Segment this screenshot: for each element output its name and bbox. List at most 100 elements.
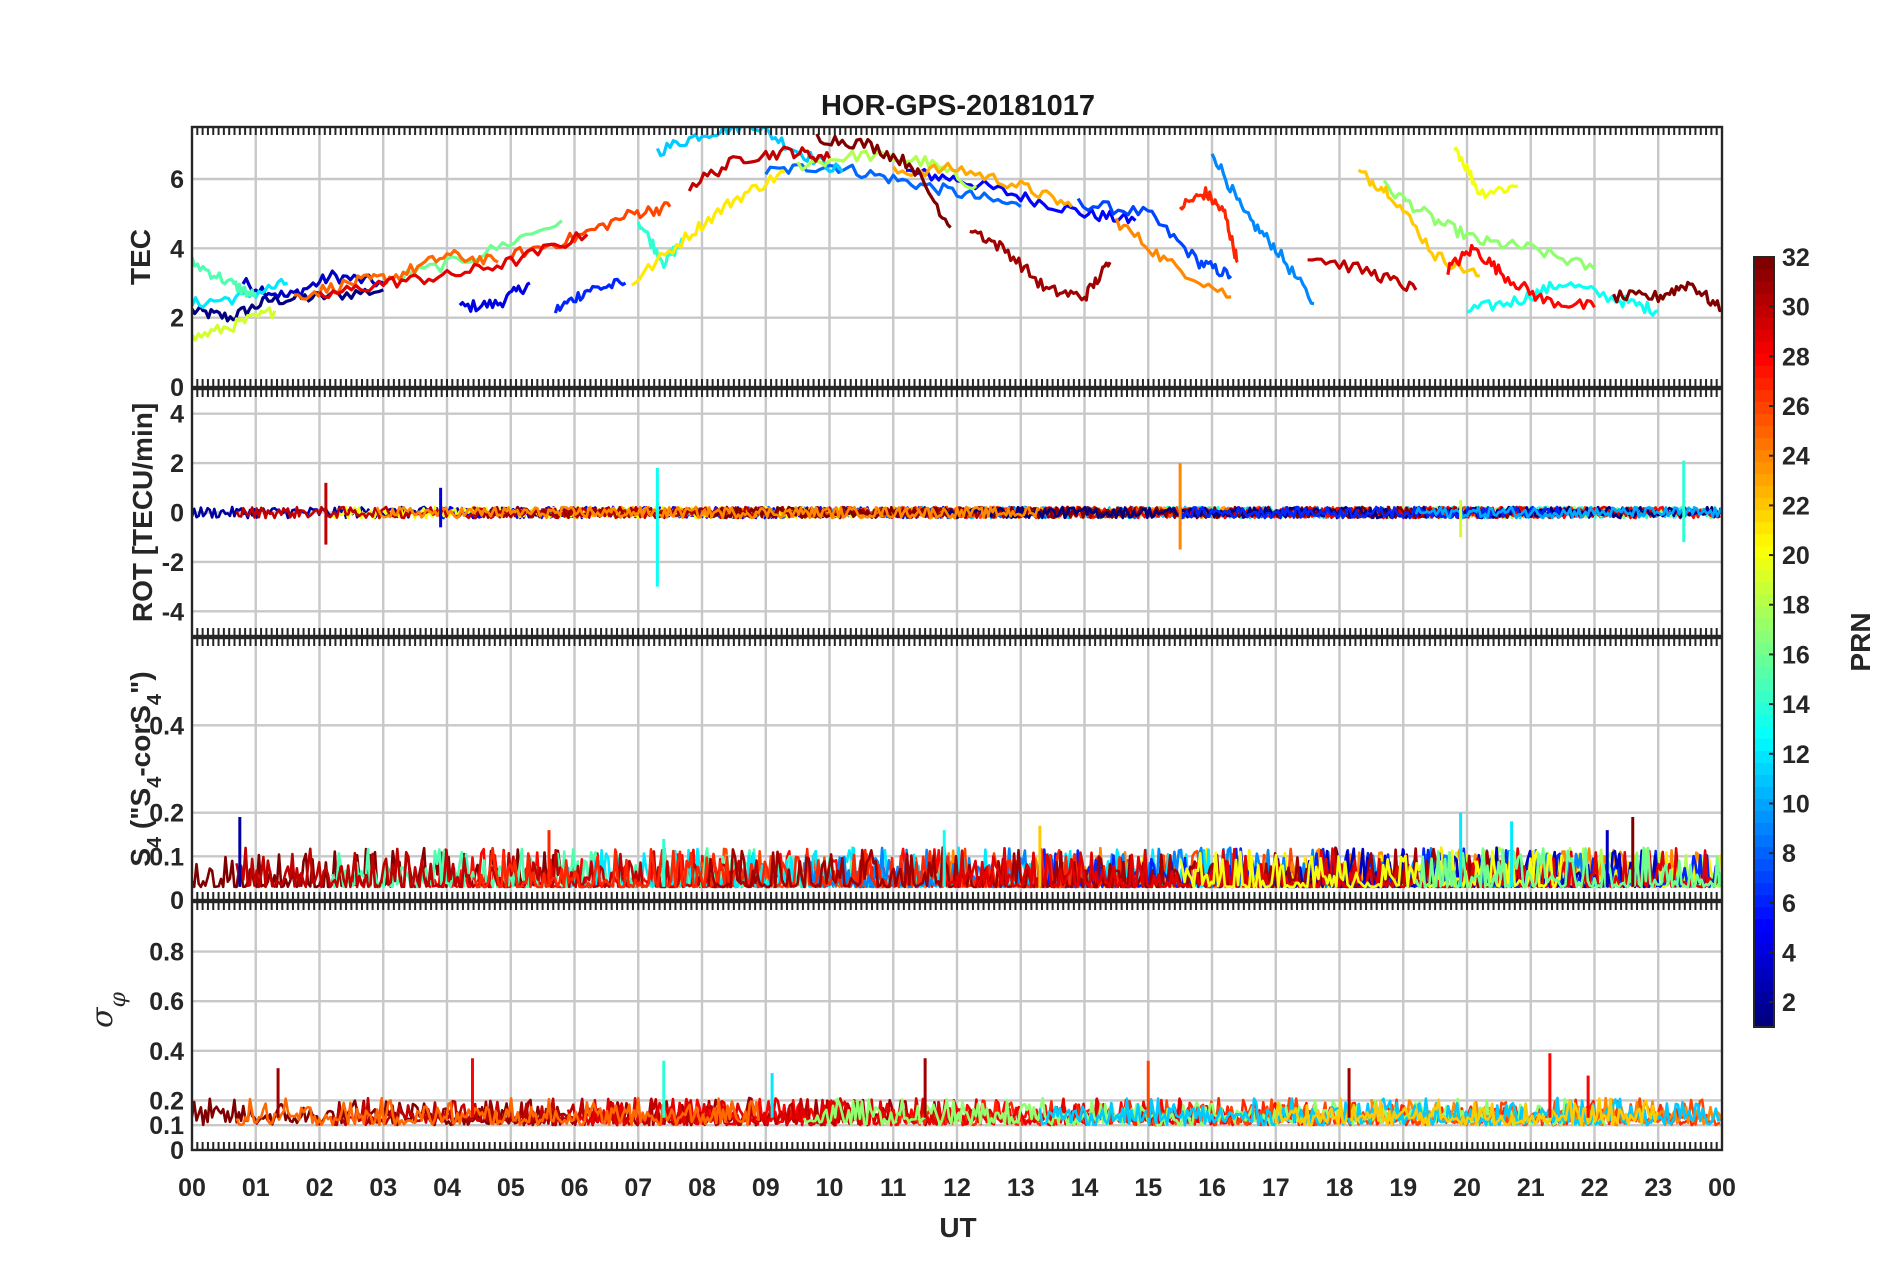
colorbar-segment — [1754, 918, 1774, 932]
colorbar-tick-label: 32 — [1782, 244, 1810, 272]
tec-series-prn-17 — [1382, 179, 1596, 271]
colorbar-tick-label: 10 — [1782, 790, 1810, 818]
x-tick-label: 21 — [1517, 1174, 1545, 1202]
y-tick-label: 0.2 — [149, 1087, 184, 1115]
colorbar-segment — [1754, 846, 1774, 860]
x-tick-label: 05 — [497, 1174, 525, 1202]
colorbar-segment — [1754, 605, 1774, 619]
x-tick-label: 02 — [306, 1174, 334, 1202]
colorbar-segment — [1754, 377, 1774, 390]
sigma-phi-y-axis-label: σφ — [85, 991, 131, 1027]
colorbar-segment — [1754, 954, 1774, 968]
colorbar-segment — [1754, 978, 1774, 992]
colorbar-segment — [1754, 461, 1774, 475]
colorbar-segment — [1754, 906, 1774, 920]
tec-series-prn-30 — [687, 145, 831, 192]
colorbar-segment — [1754, 714, 1774, 727]
y-tick-label: 0.1 — [149, 1112, 184, 1140]
colorbar-segment — [1754, 882, 1774, 896]
tec-series-prn-25 — [293, 249, 499, 301]
tec-panel: 0 2 4 6 TEC — [125, 125, 1724, 402]
tec-series-prn-8 — [764, 163, 1022, 208]
colorbar-segment — [1754, 581, 1774, 595]
y-tick-label: 0.6 — [149, 988, 184, 1016]
colorbar-segment — [1754, 942, 1774, 956]
tec-series-prn-6 — [553, 277, 627, 314]
x-axis-tick-labels: 00 01 02 03 04 05 06 07 08 09 10 11 12 13 14 15 16 17 18 19… — [178, 1174, 1736, 1202]
y-tick-label: 0.4 — [149, 1038, 184, 1066]
colorbar-segment — [1754, 1002, 1774, 1016]
rot-series-prn-10 — [1414, 505, 1722, 520]
y-tick-label: 0.2 — [149, 800, 184, 828]
colorbar-segment — [1754, 750, 1774, 763]
x-tick-label: 07 — [624, 1174, 652, 1202]
x-tick-label: 19 — [1389, 1174, 1417, 1202]
x-tick-label: 23 — [1644, 1174, 1672, 1202]
colorbar-segment — [1754, 617, 1774, 631]
s4-series-prn-29 — [943, 846, 1722, 889]
x-tick-label: 00 — [1708, 1174, 1736, 1202]
x-tick-label: 20 — [1453, 1174, 1481, 1202]
colorbar-tick-label: 28 — [1782, 343, 1810, 371]
colorbar-tick-label: 22 — [1782, 492, 1810, 520]
x-tick-label: 08 — [688, 1174, 716, 1202]
colorbar-tick-label: 12 — [1782, 741, 1810, 769]
s4-panel: 0 0.1 0.2 0.4S4 ("S4-corS4") — [125, 636, 1724, 915]
colorbar-segment — [1754, 509, 1774, 523]
tec-series-prn-7 — [1076, 197, 1233, 280]
colorbar-segment — [1754, 293, 1774, 306]
colorbar-segment — [1754, 834, 1774, 848]
colorbar-segment — [1754, 738, 1774, 751]
colorbar-segment — [1754, 894, 1774, 908]
colorbar-segment — [1754, 966, 1774, 980]
tec-series-prn-5 — [906, 167, 1137, 225]
tec-series-prn-29 — [318, 231, 589, 299]
y-tick-label: 0 — [170, 1137, 184, 1165]
colorbar-segment — [1754, 545, 1774, 559]
colorbar-segment — [1754, 726, 1774, 739]
s4-series-prn-20 — [1178, 849, 1563, 889]
colorbar-segment — [1754, 305, 1774, 318]
colorbar-segment — [1754, 497, 1774, 511]
rot-series-group — [192, 460, 1722, 587]
colorbar-tick-label: 20 — [1782, 542, 1810, 570]
tec-series-prn-16 — [401, 219, 563, 281]
colorbar-segment — [1754, 413, 1774, 427]
x-tick-label: 14 — [1071, 1174, 1099, 1202]
x-tick-label: 12 — [943, 1174, 971, 1202]
colorbar-segment — [1754, 702, 1774, 715]
y-tick-label: 2 — [170, 305, 184, 333]
panel-frame — [190, 636, 1724, 902]
sigma-series-group — [192, 1053, 1722, 1127]
colorbar-tick-label: 26 — [1782, 393, 1810, 421]
colorbar-segment — [1754, 329, 1774, 342]
x-tick-label: 00 — [178, 1174, 206, 1202]
colorbar-label: PRN — [1845, 612, 1876, 671]
colorbar-segment — [1754, 810, 1774, 824]
y-tick-label: 0.1 — [149, 843, 184, 871]
x-tick-label: 01 — [242, 1174, 270, 1202]
colorbar-segment — [1754, 341, 1774, 354]
colorbar-tick-label: 6 — [1782, 890, 1796, 918]
x-tick-label: 03 — [369, 1174, 397, 1202]
colorbar-segment — [1754, 569, 1774, 583]
tec-series-prn-1 — [192, 287, 384, 323]
y-tick-label: -4 — [162, 598, 184, 626]
colorbar-segment — [1754, 930, 1774, 944]
tec-series-prn-32 — [1612, 280, 1722, 313]
tec-series-prn-4 — [458, 281, 531, 313]
x-tick-label: 09 — [752, 1174, 780, 1202]
colorbar-segment — [1754, 858, 1774, 872]
tec-series-prn-31 — [969, 229, 1112, 302]
tec-series-prn-13 — [1466, 280, 1659, 317]
colorbar-segment — [1754, 269, 1774, 282]
x-tick-label: 17 — [1262, 1174, 1290, 1202]
tec-series-prn-23 — [891, 161, 1074, 208]
y-tick-label: 0 — [170, 500, 184, 528]
colorbar-segment — [1754, 666, 1774, 679]
colorbar-segment — [1754, 353, 1774, 366]
y-tick-label: 2 — [170, 450, 184, 478]
x-tick-label: 22 — [1581, 1174, 1609, 1202]
